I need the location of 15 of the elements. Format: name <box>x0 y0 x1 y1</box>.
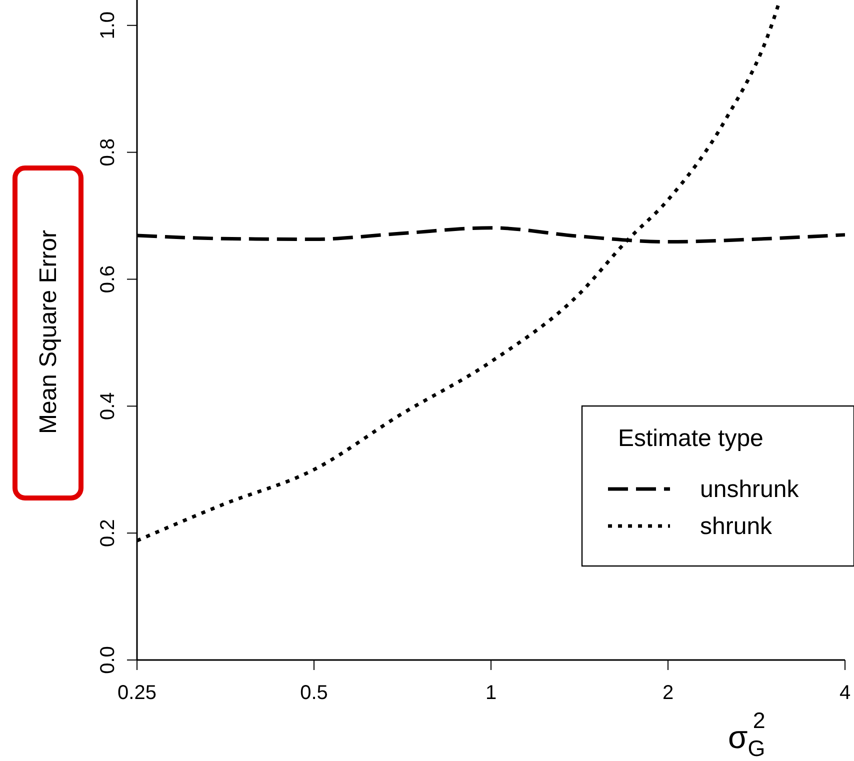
y-tick-label: 0.0 <box>97 646 119 674</box>
x-tick-label: 1 <box>485 682 497 704</box>
legend-title: Estimate type <box>618 425 764 452</box>
y-tick-label: 0.4 <box>97 392 119 420</box>
y-axis-title: Mean Square Error <box>35 230 62 434</box>
legend-label: shrunk <box>700 513 774 540</box>
x-tick-label: 2 <box>662 682 674 704</box>
y-tick-label: 0.2 <box>97 519 119 547</box>
x-tick-label: 0.25 <box>118 682 156 704</box>
x-tick-label: 0.5 <box>300 682 328 704</box>
y-tick-label: 0.6 <box>97 265 119 294</box>
y-tick-label: 1.0 <box>97 11 119 40</box>
y-tick-label: 0.8 <box>97 138 119 166</box>
legend-label: unshrunk <box>700 476 800 503</box>
x-tick-label: 4 <box>839 682 851 704</box>
